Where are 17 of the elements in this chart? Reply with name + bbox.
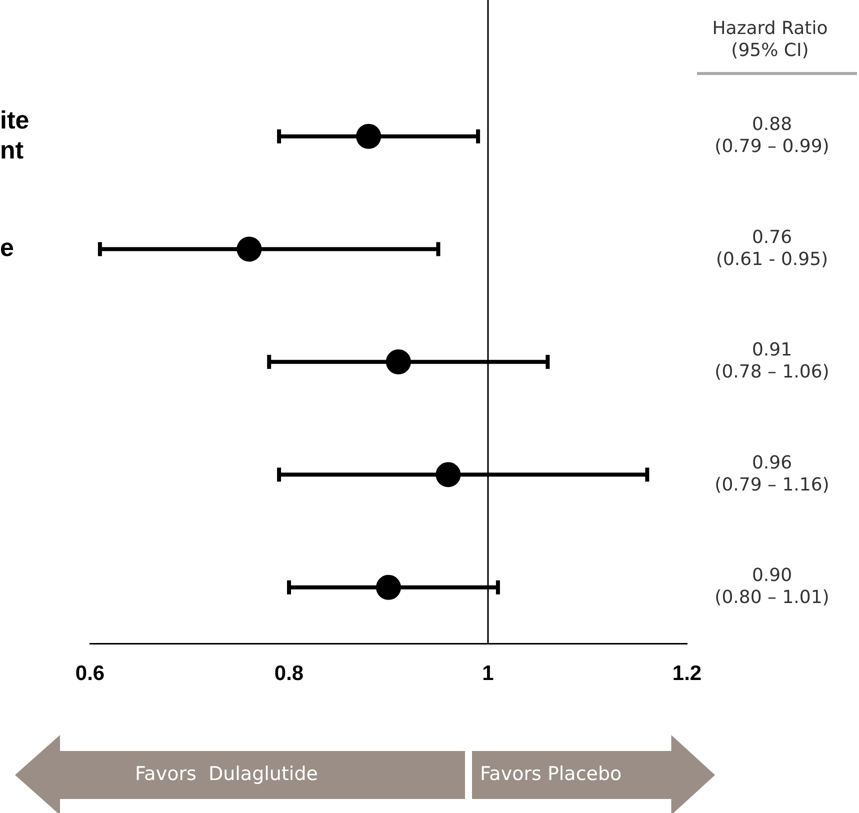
- x-tick-label: 1.2: [672, 662, 702, 686]
- point: [386, 349, 411, 374]
- point: [436, 462, 461, 488]
- text: Hazard Ratio (95% CI): [711, 18, 829, 62]
- x-tick-label: 1: [482, 662, 494, 686]
- y-tick-label: ite nt: [0, 106, 30, 164]
- point: [376, 574, 401, 600]
- data-label: 0.96 (0.79 – 1.16): [714, 452, 830, 496]
- data-label: 0.76 (0.61 - 0.95): [716, 226, 828, 270]
- point: [356, 124, 382, 149]
- x-tick-label: 0.6: [75, 662, 105, 686]
- data-label: 0.88 (0.79 – 0.99): [714, 114, 830, 158]
- data-label: 0.91 (0.78 – 1.06): [714, 340, 830, 383]
- point: [236, 236, 262, 262]
- y-tick-label: e: [0, 234, 14, 262]
- x-tick-label: 0.8: [274, 662, 304, 686]
- data-label: 0.90 (0.80 – 1.01): [714, 565, 830, 608]
